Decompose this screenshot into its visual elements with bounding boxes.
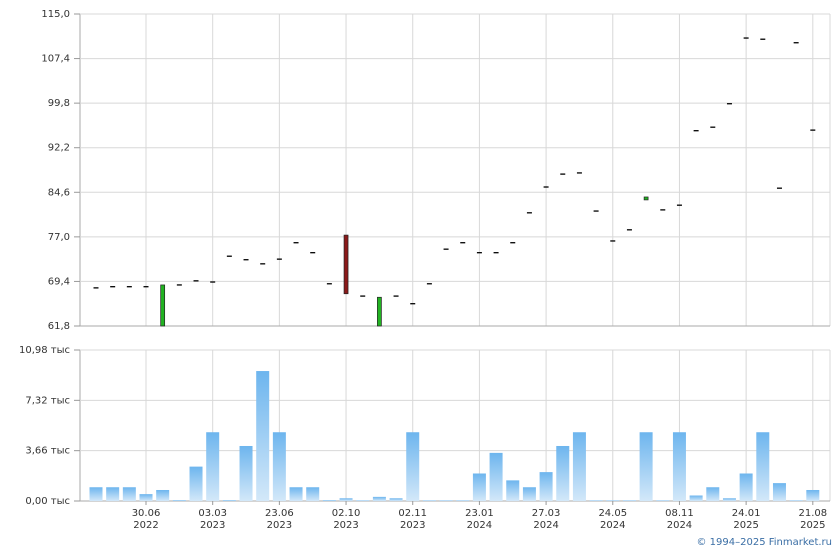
- volume-bar: [289, 487, 303, 501]
- volume-bar: [206, 432, 220, 501]
- x-tick-label: 03.03 2023: [198, 508, 227, 531]
- volume-bar: [639, 432, 653, 501]
- volume-bar: [239, 445, 253, 501]
- volume-bar: [539, 472, 553, 501]
- y-tick-label: 99,8: [48, 98, 70, 109]
- volume-bar: [772, 483, 786, 501]
- volume-bar: [339, 498, 353, 501]
- volume-bar: [806, 489, 820, 501]
- x-tick-label: 21.08 2025: [798, 508, 827, 531]
- x-tick-label: 24.05 2024: [598, 508, 627, 531]
- volume-bar: [306, 487, 320, 501]
- volume-bar: [89, 487, 103, 501]
- x-tick-label: 23.01 2024: [465, 508, 494, 531]
- y-tick-label: 107,4: [41, 54, 70, 65]
- volume-bar: [106, 487, 120, 501]
- volume-bar: [556, 445, 570, 501]
- y-tick-label: 77,0: [48, 232, 70, 243]
- volume-bar: [172, 500, 186, 501]
- y-tick-label: 7,32 тыс: [25, 395, 70, 406]
- volume-bar: [322, 500, 336, 501]
- volume-bar: [656, 500, 670, 501]
- volume-bar: [139, 494, 153, 501]
- x-tick-label: 30.06 2022: [132, 508, 161, 531]
- y-tick-label: 92,2: [48, 143, 70, 154]
- volume-bar: [506, 480, 520, 501]
- candle: [643, 196, 649, 201]
- volume-bar: [122, 487, 136, 501]
- x-tick-label: 02.11 2023: [398, 508, 427, 531]
- volume-bar: [422, 500, 436, 501]
- volume-bar: [406, 432, 420, 501]
- volume-bar: [222, 500, 236, 501]
- volume-bar: [789, 500, 803, 501]
- volume-bar: [256, 371, 270, 501]
- volume-bar: [472, 473, 486, 501]
- y-tick-label: 3,66 тыс: [25, 446, 70, 457]
- volume-bar: [372, 496, 386, 501]
- volume-bar: [589, 500, 603, 501]
- volume-bar: [622, 500, 636, 501]
- volume-bar: [439, 500, 453, 501]
- y-tick-label: 10,98 тыс: [19, 345, 70, 356]
- candle: [160, 284, 166, 327]
- candle: [377, 296, 382, 327]
- y-tick-label: 69,4: [48, 276, 70, 287]
- volume-bar: [572, 432, 586, 501]
- candle: [343, 234, 349, 295]
- volume-bar: [739, 473, 753, 501]
- x-tick-label: 27.03 2024: [532, 508, 561, 531]
- volume-bar: [606, 500, 620, 501]
- volume-bar: [522, 487, 536, 501]
- y-tick-label: 61,8: [48, 321, 70, 332]
- volume-bar: [189, 466, 203, 501]
- x-tick-label: 02.10 2023: [332, 508, 361, 531]
- volume-bar: [272, 432, 286, 501]
- volume-bar: [689, 495, 703, 501]
- volume-bar: [489, 452, 503, 501]
- volume-bar: [456, 500, 470, 501]
- footer: © 1994–2025 Finmarket.ru: [696, 537, 832, 548]
- x-tick-label: 23.06 2023: [265, 508, 294, 531]
- volume-bar: [389, 498, 403, 501]
- volume-bar: [356, 500, 370, 501]
- volume-bar: [722, 498, 736, 501]
- y-tick-label: 0,00 тыс: [25, 496, 70, 507]
- volume-bar: [706, 487, 720, 501]
- volume-bar: [156, 489, 170, 501]
- volume-bar: [756, 432, 770, 501]
- x-tick-label: 08.11 2024: [665, 508, 694, 531]
- x-tick-label: 24.01 2025: [732, 508, 761, 531]
- y-tick-label: 84,6: [48, 187, 70, 198]
- y-tick-label: 115,0: [41, 9, 70, 20]
- volume-bar: [672, 432, 686, 501]
